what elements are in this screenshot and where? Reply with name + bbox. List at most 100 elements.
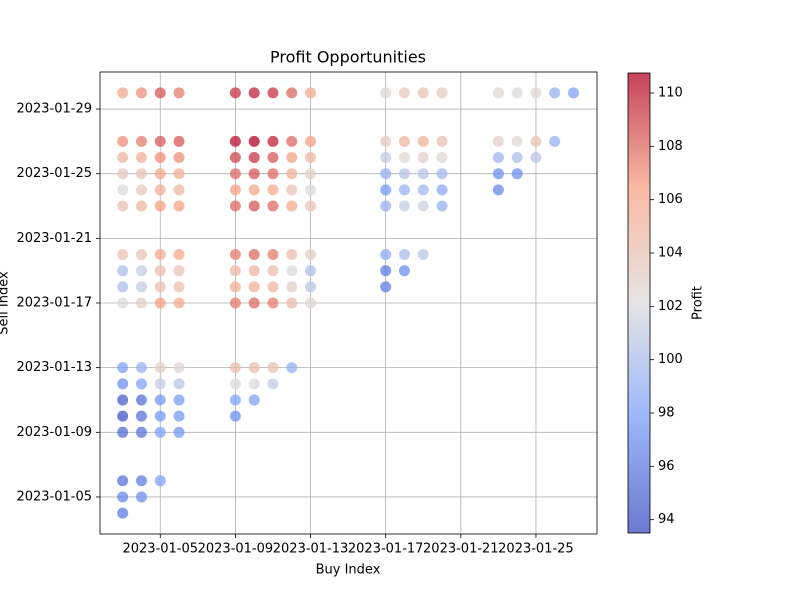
point <box>154 152 166 164</box>
point <box>380 200 392 212</box>
point <box>398 168 410 180</box>
point <box>117 426 129 438</box>
point <box>229 87 241 99</box>
y-tick-label: 2023-01-05 <box>16 489 92 504</box>
point <box>117 135 129 147</box>
colorbar-tick-label: 104 <box>658 246 683 261</box>
colorbar <box>628 73 650 533</box>
point <box>173 297 185 309</box>
point <box>117 507 129 519</box>
point <box>248 168 260 180</box>
point <box>117 475 129 487</box>
point <box>305 135 317 147</box>
point <box>380 249 392 261</box>
point <box>267 87 279 99</box>
point <box>248 378 260 390</box>
point <box>248 394 260 406</box>
point <box>511 168 523 180</box>
point <box>154 281 166 293</box>
point <box>267 378 279 390</box>
y-tick-label: 2023-01-09 <box>16 425 92 440</box>
point <box>267 281 279 293</box>
point <box>436 135 448 147</box>
point <box>248 184 260 196</box>
point <box>380 168 392 180</box>
point <box>286 265 298 277</box>
point <box>173 184 185 196</box>
point <box>286 200 298 212</box>
point <box>173 362 185 374</box>
point <box>436 184 448 196</box>
point <box>135 87 147 99</box>
point <box>154 426 166 438</box>
colorbar-tick-label: 106 <box>658 192 683 207</box>
point <box>117 281 129 293</box>
x-tick-label: 2023-01-05 <box>122 542 198 557</box>
point <box>286 362 298 374</box>
point <box>267 297 279 309</box>
point <box>267 168 279 180</box>
point <box>286 135 298 147</box>
y-tick-label: 2023-01-17 <box>16 296 92 311</box>
point <box>117 184 129 196</box>
point <box>154 200 166 212</box>
x-tick-label: 2023-01-09 <box>198 542 274 557</box>
point <box>511 87 523 99</box>
point <box>135 394 147 406</box>
point <box>248 152 260 164</box>
point <box>417 87 429 99</box>
y-axis-label: Sell Index <box>0 271 12 335</box>
point <box>380 152 392 164</box>
point <box>173 426 185 438</box>
point <box>417 249 429 261</box>
point <box>154 394 166 406</box>
point <box>135 491 147 503</box>
point <box>135 184 147 196</box>
colorbar-label: Profit <box>691 286 706 320</box>
point <box>135 378 147 390</box>
y-tick-label: 2023-01-21 <box>16 231 92 246</box>
point <box>267 152 279 164</box>
point <box>135 297 147 309</box>
point <box>380 87 392 99</box>
point <box>305 200 317 212</box>
point <box>248 249 260 261</box>
point <box>436 200 448 212</box>
point <box>173 87 185 99</box>
point <box>492 135 504 147</box>
point <box>286 297 298 309</box>
point <box>267 200 279 212</box>
point <box>135 249 147 261</box>
colorbar-tick-label: 94 <box>658 512 675 527</box>
point <box>436 87 448 99</box>
point <box>380 265 392 277</box>
point <box>492 184 504 196</box>
chart-title: Profit Opportunities <box>270 48 426 67</box>
point <box>117 87 129 99</box>
point <box>248 200 260 212</box>
point <box>436 168 448 180</box>
colorbar-tick-label: 102 <box>658 299 683 314</box>
point <box>154 297 166 309</box>
point <box>117 491 129 503</box>
point <box>117 265 129 277</box>
point <box>173 249 185 261</box>
point <box>229 168 241 180</box>
point <box>248 135 260 147</box>
point <box>173 200 185 212</box>
point <box>229 135 241 147</box>
point <box>380 135 392 147</box>
point <box>135 135 147 147</box>
point <box>417 168 429 180</box>
point <box>492 168 504 180</box>
point <box>173 281 185 293</box>
point <box>398 135 410 147</box>
point <box>492 87 504 99</box>
point <box>248 87 260 99</box>
point <box>248 265 260 277</box>
point <box>154 378 166 390</box>
point <box>117 394 129 406</box>
point <box>248 362 260 374</box>
point <box>135 152 147 164</box>
point <box>229 152 241 164</box>
